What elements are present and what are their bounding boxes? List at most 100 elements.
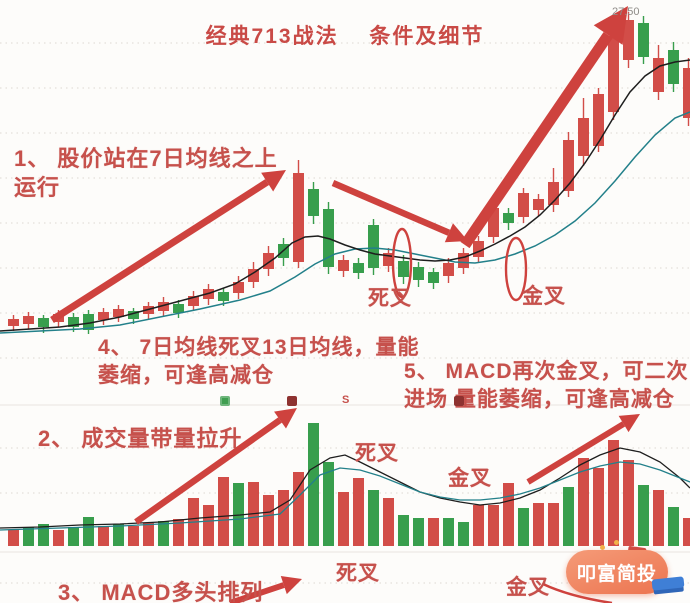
volume-bar: [128, 526, 139, 546]
candle-body: [98, 312, 109, 320]
candle-body: [563, 140, 574, 191]
candle-body: [38, 318, 49, 327]
trend-arrow-shaft: [134, 417, 282, 525]
volume-bar: [203, 505, 214, 546]
cross-highlight-ellipse: [391, 227, 413, 299]
volume-bar: [458, 522, 469, 546]
candle-body: [668, 50, 679, 84]
candle-body: [428, 272, 439, 283]
candle-body: [293, 173, 304, 262]
candle-body: [218, 292, 229, 301]
trend-arrow-shaft: [526, 421, 626, 485]
candle-body: [593, 94, 604, 146]
volume-bar: [653, 490, 664, 546]
annotation-step5-line1: 5、 MACD再次金叉，可二次: [404, 360, 689, 383]
annotation-golden-cross-volume: 金叉: [448, 467, 492, 490]
annotation-step5-line2: 进场 量能萎缩，可逢高减仓: [404, 387, 675, 411]
trend-arrow-head: [261, 170, 286, 192]
candle-body: [8, 319, 19, 326]
candle-body: [398, 261, 409, 277]
volume-bar: [578, 458, 589, 546]
price-axis-label: 27.50: [612, 6, 640, 18]
annotation-death-cross-main: 死叉: [368, 287, 412, 310]
volume-bar: [443, 518, 454, 546]
annotation-step1-line2: 运行: [14, 175, 61, 201]
ma7-line: [0, 59, 690, 332]
candle-body: [308, 189, 319, 216]
candle-body: [533, 199, 544, 210]
candle-body: [578, 118, 589, 156]
trend-arrow-shaft: [229, 582, 285, 603]
ma13-line: [0, 111, 690, 334]
volume-bar: [158, 521, 169, 546]
volume-bar: [173, 519, 184, 546]
annotation-step3: 3、 MACD多头排列: [58, 580, 264, 603]
volume-bar: [8, 530, 19, 546]
volume-bar: [608, 440, 619, 546]
s-signal-label: S: [342, 394, 350, 406]
candle-body: [233, 282, 244, 293]
candle-body: [128, 311, 139, 319]
candle-body: [113, 309, 124, 317]
volume-bar: [398, 515, 409, 546]
volume-bar: [113, 524, 124, 546]
annotation-death-cross-macd: 死叉: [336, 562, 380, 585]
volume-bar: [518, 508, 529, 546]
candle-body: [458, 253, 469, 268]
annotation-step4-line2: 萎缩，可逢高减仓: [98, 363, 274, 387]
volume-bar: [368, 490, 379, 546]
trend-arrow-shaft: [331, 180, 451, 236]
volume-bar: [83, 517, 94, 546]
candle-body: [638, 23, 649, 57]
annotation-step1-line1: 1、 股价站在7日均线之上: [14, 146, 278, 171]
volume-bar: [593, 468, 604, 546]
sparkle-icon: [600, 545, 605, 550]
trend-arrow-head: [618, 414, 640, 433]
volume-bar: [638, 485, 649, 546]
annotation-step1: 1、 股价站在7日均线之上 运行: [14, 144, 278, 202]
annotation-step4-line1: 4、 7日均线死叉13日均线，量能: [98, 336, 420, 359]
volume-ma-fast-line: [0, 447, 690, 529]
volume-ma-slow-line: [0, 461, 690, 531]
candle-body: [353, 263, 364, 273]
volume-bar: [23, 527, 34, 546]
sell-signal-icon: [454, 396, 464, 406]
candle-body: [83, 314, 94, 330]
volume-bar: [413, 518, 424, 546]
volume-bar: [383, 498, 394, 546]
volume-bar: [353, 478, 364, 546]
annotation-step4: 4、 7日均线死叉13日均线，量能 萎缩，可逢高减仓: [98, 334, 420, 389]
candle-body: [623, 20, 634, 60]
candle-body: [188, 296, 199, 306]
candle-body: [548, 182, 559, 205]
volume-bar: [143, 523, 154, 546]
volume-bar: [668, 507, 679, 546]
volume-bar: [533, 503, 544, 546]
trend-arrow-head: [274, 408, 297, 429]
sell-signal-icon: [287, 396, 297, 406]
candle-body: [473, 241, 484, 257]
volume-bar: [98, 526, 109, 546]
candle-body: [173, 304, 184, 313]
volume-bar: [428, 518, 439, 546]
watermark-badge: 叩富简投: [566, 550, 668, 594]
candle-body: [248, 269, 259, 282]
volume-bar: [38, 524, 49, 546]
trend-arrow-head: [444, 223, 468, 243]
annotation-step5: 5、 MACD再次金叉，可二次 进场 量能萎缩，可逢高减仓: [404, 358, 689, 413]
volume-bar: [488, 505, 499, 546]
candle-body: [608, 36, 619, 112]
trend-arrow-shaft: [460, 31, 613, 249]
candle-body: [518, 193, 529, 217]
volume-bar: [473, 505, 484, 546]
volume-bar: [338, 492, 349, 546]
candle-body: [503, 213, 514, 223]
candle-body: [683, 68, 690, 118]
hand-drawn-line: [542, 582, 613, 603]
buy-signal-icon: [220, 396, 230, 406]
volume-bar: [218, 477, 229, 546]
sparkle-icon: [614, 540, 619, 545]
volume-bar: [323, 462, 334, 546]
trend-arrow-head: [593, 6, 628, 45]
